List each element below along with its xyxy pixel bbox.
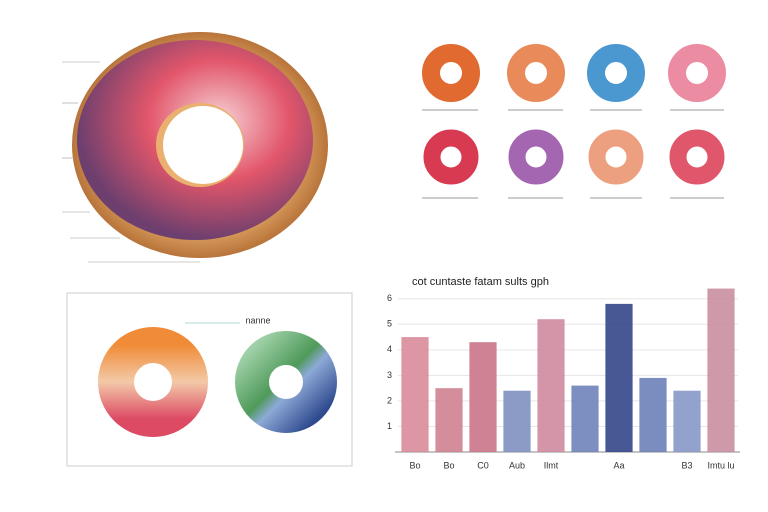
bar xyxy=(673,390,701,452)
x-tick-label: C0 xyxy=(477,460,489,470)
y-tick-label: 2 xyxy=(387,395,392,405)
bar xyxy=(435,388,463,452)
x-tick-label: Bo xyxy=(443,460,454,470)
y-tick-label: 6 xyxy=(387,293,392,303)
y-tick-label: 4 xyxy=(387,344,392,354)
x-tick-label: Ilmt xyxy=(544,460,559,470)
bar xyxy=(605,303,633,452)
x-tick-label: Aa xyxy=(613,460,624,470)
bar xyxy=(639,377,667,452)
y-tick-label: 1 xyxy=(387,421,392,431)
x-tick-label: B3 xyxy=(681,460,692,470)
pie-label: nanne xyxy=(245,315,270,325)
bar xyxy=(537,319,565,452)
caption-lines xyxy=(422,109,724,199)
big-donut xyxy=(72,32,328,258)
pie-panel: nanne xyxy=(66,292,353,467)
bar xyxy=(469,342,497,452)
leader-lines xyxy=(62,61,200,263)
bar xyxy=(571,385,599,452)
y-tick-label: 3 xyxy=(387,370,392,380)
x-tick-label: Imtu lu xyxy=(707,460,734,470)
bar xyxy=(707,288,735,452)
y-tick-label: 5 xyxy=(387,319,392,329)
x-tick-label: Aub xyxy=(509,460,525,470)
bar xyxy=(401,337,429,452)
bar xyxy=(503,390,531,452)
donut-grid xyxy=(422,44,726,185)
x-tick-label: Bo xyxy=(409,460,420,470)
chart-title: cot cuntaste fatam sults gph xyxy=(412,276,549,288)
